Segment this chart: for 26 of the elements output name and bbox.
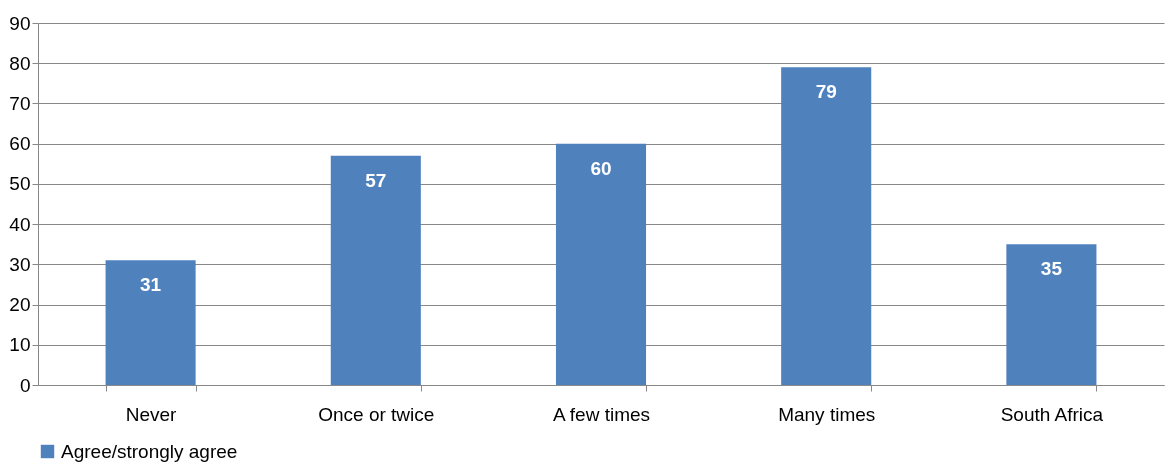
- y-tick-label: 80: [9, 52, 31, 74]
- y-tick-label: 30: [9, 253, 31, 275]
- x-tick-label: Once or twice: [318, 403, 435, 425]
- data-label: 31: [140, 274, 162, 296]
- bar: [555, 143, 647, 385]
- data-label: 35: [1040, 258, 1063, 280]
- y-tick-label: 40: [9, 213, 31, 235]
- y-tick-label: 20: [9, 294, 31, 316]
- x-tick-label: A few times: [552, 403, 651, 425]
- data-label: 57: [365, 169, 387, 191]
- x-tick-label: Many times: [778, 403, 876, 425]
- y-tick-label: 70: [9, 92, 31, 114]
- bar: [1006, 244, 1097, 385]
- y-tick-label: 0: [19, 374, 31, 396]
- y-tick-label: 60: [9, 133, 31, 155]
- x-tick-label: South Africa: [1000, 403, 1104, 425]
- y-tick-label: 50: [9, 173, 31, 195]
- y-tick-label: 10: [9, 334, 31, 356]
- data-label: 60: [590, 157, 612, 179]
- bar: [781, 67, 872, 385]
- y-tick-label: 90: [9, 12, 31, 34]
- data-label: 79: [815, 81, 837, 103]
- bar: [105, 260, 196, 385]
- legend-label: Agree/strongly agree: [61, 440, 238, 462]
- bar: [330, 155, 421, 385]
- x-tick-label: Never: [125, 403, 178, 425]
